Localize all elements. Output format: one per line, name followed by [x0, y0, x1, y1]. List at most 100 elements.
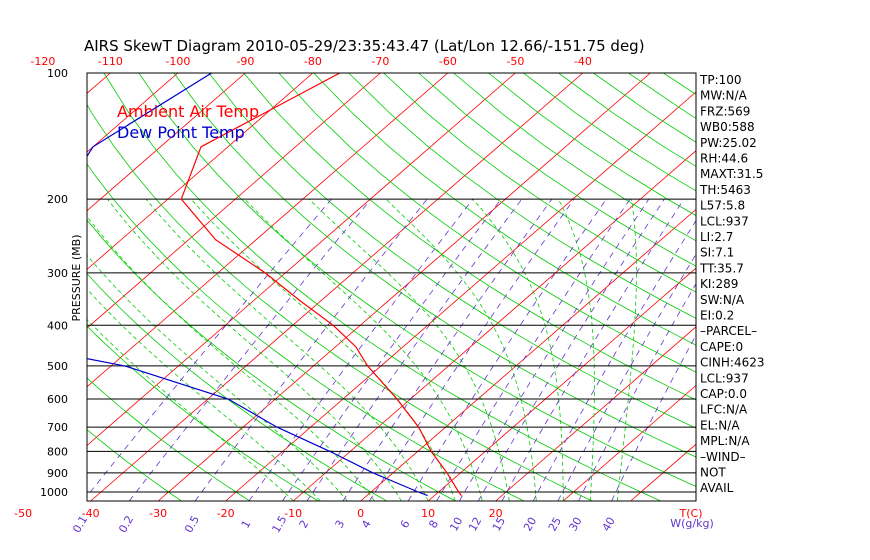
mixing-ratio-tick-label: 15 — [490, 515, 508, 534]
mixing-ratio-line — [578, 283, 696, 501]
bottom-temp-tick-label: -30 — [149, 507, 167, 520]
y-axis-label: PRESSURE (MB) — [70, 235, 83, 322]
isotherm-line — [766, 73, 870, 501]
mixing-ratio-tick-label: 4 — [359, 518, 374, 531]
dry-adiabat-line — [87, 429, 182, 501]
isotherm-line — [87, 73, 246, 212]
index-label: LCL:937 — [700, 214, 749, 228]
isotherm-line — [87, 73, 314, 270]
legend: Ambient Air Temp Dew Point Temp — [117, 102, 259, 142]
moist-adiabat-line — [472, 198, 564, 501]
mixing-ratio-line — [342, 198, 553, 501]
moist-adiabat-line — [244, 198, 483, 501]
plot-frame — [86, 72, 697, 502]
pressure-tick-label: 100 — [47, 67, 68, 80]
mixing-ratio-line — [532, 219, 696, 501]
mixing-ratio-line — [477, 198, 665, 501]
dry-adiabat-line — [208, 73, 696, 429]
index-label: MAXT:31.5 — [700, 167, 763, 181]
isotherm-line — [0, 73, 43, 501]
bottom-temp-tick-labels: -50 -40 -30 -20 -10 0 10 20 T(C) — [14, 507, 702, 520]
index-label: FRZ:569 — [700, 104, 750, 118]
dry-adiabat-line — [87, 219, 456, 501]
dry-adiabat-line — [453, 73, 696, 242]
pressure-tick-label: 400 — [47, 319, 68, 332]
pressure-tick-labels: 100 200 300 400 500 600 700 800 900 1000 — [40, 67, 68, 499]
pressure-tick-label: 700 — [47, 421, 68, 434]
dry-adiabat-line — [87, 273, 387, 501]
top-temp-tick-label: -110 — [98, 55, 123, 68]
moist-adiabat-line — [190, 198, 456, 501]
dry-adiabat-line — [243, 73, 696, 401]
isotherm-line — [427, 267, 696, 501]
legend-entry: Dew Point Temp — [117, 123, 245, 142]
mixing-ratio-line — [128, 198, 372, 501]
dry-adiabat-line — [348, 73, 696, 319]
index-label: NOT — [700, 466, 726, 480]
dry-adiabat-line — [87, 163, 524, 501]
mixing-ratio-line — [436, 198, 631, 501]
isotherm-line — [157, 73, 651, 501]
mixing-ratio-tick-labels: 0.1 0.2 0.5 1 1.5 2 3 4 6 8 10 12 15 20 25 30 40 W(g/kg) — [70, 513, 713, 535]
moist-adiabat-line — [385, 198, 537, 501]
index-label: CAP:0.0 — [700, 387, 747, 401]
index-label: TP:100 — [699, 73, 742, 87]
index-label: SW:N/A — [700, 293, 745, 307]
index-label: L57:5.8 — [700, 199, 745, 213]
pressure-tick-label: 200 — [47, 193, 68, 206]
isotherm-line — [90, 73, 584, 501]
mixing-ratio-line — [306, 198, 523, 501]
mixing-ratio-line — [87, 198, 332, 497]
mixing-ratio-tick-label: 3 — [333, 518, 348, 531]
dry-adiabat-line — [278, 73, 696, 373]
mixing-ratio-tick-label: 2 — [297, 518, 312, 531]
dry-adiabat-line — [173, 73, 696, 458]
series-line — [180, 73, 462, 496]
dry-adiabat-line — [803, 73, 870, 501]
mixing-ratio-tick-label: 20 — [521, 515, 539, 534]
index-label: EI:0.2 — [700, 309, 734, 323]
index-label: SI:7.1 — [700, 246, 734, 260]
isobar-lines — [87, 73, 696, 493]
mixing-ratio-line — [282, 198, 502, 501]
dry-adiabat-line — [768, 73, 870, 501]
mixing-ratio-tick-label: 10 — [447, 515, 465, 534]
index-label: MW:N/A — [700, 89, 748, 103]
isotherm-line — [360, 208, 696, 501]
pressure-tick-label: 300 — [47, 267, 68, 280]
mixing-ratio-tick-label: 1 — [239, 518, 254, 531]
top-temp-tick-label: -100 — [165, 55, 190, 68]
bottom-temp-tick-label: 10 — [421, 507, 435, 520]
bottom-temp-tick-label: -10 — [284, 507, 302, 520]
legend-entry: Ambient Air Temp — [117, 102, 259, 121]
mixing-ratio-tick-label: 12 — [466, 515, 484, 534]
dry-adiabat-line — [87, 377, 251, 501]
pressure-tick-label: 500 — [47, 360, 68, 373]
index-label: CAPE:0 — [700, 340, 743, 354]
isotherm-line — [87, 73, 381, 329]
mixing-ratio-line — [248, 198, 474, 501]
bottom-temp-tick-label: 0 — [357, 507, 364, 520]
index-label: PW:25.02 — [700, 136, 757, 150]
isotherm-line — [495, 326, 696, 501]
moist-adiabat-line — [145, 198, 429, 501]
index-label: AVAIL — [700, 481, 734, 495]
isotherm-line — [87, 73, 179, 153]
index-label: –WIND– — [700, 450, 746, 464]
top-temp-tick-label: -90 — [236, 55, 254, 68]
index-label: LFC:N/A — [700, 403, 748, 417]
index-label: RH:44.6 — [700, 152, 748, 166]
dry-adiabat-line — [103, 73, 661, 501]
index-label: TT:35.7 — [699, 261, 744, 275]
top-temp-tick-labels: -120 -110 -100 -90 -80 -70 -60 -50 -40 — [30, 55, 591, 68]
mixing-ratio-line — [194, 198, 428, 501]
moist-adiabat-line — [616, 199, 637, 501]
index-label: KI:289 — [700, 277, 738, 291]
mixing-ratio-lines — [87, 198, 696, 501]
mixing-ratio-line — [557, 253, 696, 501]
bottom-temp-tick-label: -50 — [14, 507, 32, 520]
isotherm-line — [225, 91, 696, 501]
moist-adiabat-lines — [87, 198, 637, 501]
